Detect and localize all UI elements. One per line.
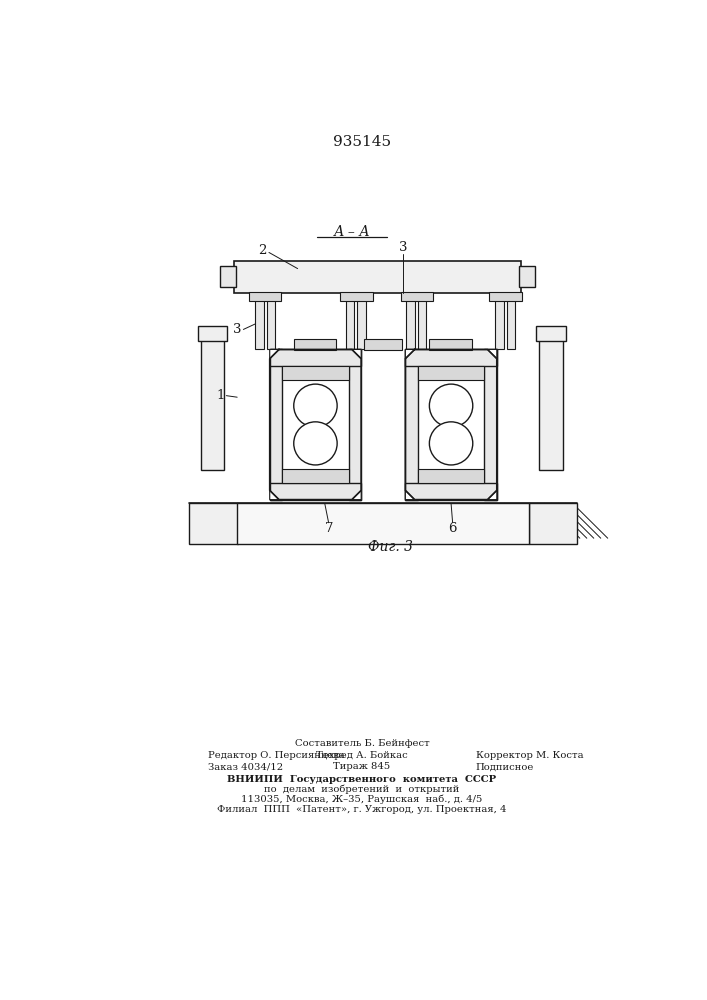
Bar [357, 293, 366, 349]
Polygon shape [488, 349, 497, 359]
Text: 7: 7 [325, 522, 333, 535]
Bar [539, 339, 563, 470]
Bar [255, 293, 264, 349]
Bar [198, 326, 227, 341]
Text: 6: 6 [448, 522, 457, 535]
Bar [529, 503, 578, 544]
Bar [282, 366, 349, 380]
Bar [537, 326, 566, 341]
Bar [405, 349, 418, 500]
Text: Составитель Б. Бейнфест: Составитель Б. Бейнфест [295, 739, 429, 748]
Text: ВНИИПИ  Государственного  комитета  СССР: ВНИИПИ Государственного комитета СССР [228, 775, 496, 784]
Text: 935145: 935145 [333, 135, 391, 149]
Bar [267, 293, 275, 349]
Polygon shape [270, 490, 279, 500]
Bar [507, 293, 515, 349]
Bar [489, 292, 522, 301]
Bar [484, 349, 497, 500]
Bar [418, 469, 484, 483]
Polygon shape [270, 349, 279, 359]
Bar [270, 483, 361, 500]
Bar [405, 483, 497, 500]
Bar [237, 503, 529, 544]
Text: 2: 2 [258, 244, 266, 257]
Bar [282, 469, 349, 483]
Text: Редактор О. Персиянцева: Редактор О. Персиянцева [209, 751, 345, 760]
Bar [346, 293, 354, 349]
Circle shape [293, 422, 337, 465]
Bar [220, 266, 235, 287]
Circle shape [429, 384, 473, 427]
Text: А – А: А – А [334, 225, 370, 239]
Bar [405, 349, 497, 366]
Bar [519, 266, 534, 287]
Bar [270, 349, 361, 366]
Text: 3: 3 [399, 241, 407, 254]
Text: 3: 3 [233, 323, 241, 336]
Bar [406, 293, 414, 349]
Text: Филиал  ППП  «Патент», г. Ужгород, ул. Проектная, 4: Филиал ППП «Патент», г. Ужгород, ул. Про… [217, 805, 507, 814]
Bar [270, 349, 282, 500]
Bar [340, 292, 373, 301]
Text: 113035, Москва, Ж–35, Раушская  наб., д. 4/5: 113035, Москва, Ж–35, Раушская наб., д. … [241, 794, 483, 804]
Bar [418, 293, 426, 349]
Text: Заказ 4034/12: Заказ 4034/12 [209, 762, 284, 771]
Text: Техред А. Бойкас: Техред А. Бойкас [316, 751, 408, 760]
Bar [429, 339, 472, 350]
Polygon shape [405, 349, 414, 359]
Polygon shape [405, 490, 414, 500]
Circle shape [429, 422, 473, 465]
Bar [363, 339, 402, 350]
Bar [495, 293, 504, 349]
Bar [349, 349, 361, 500]
Text: по  делам  изобретений  и  открытий: по делам изобретений и открытий [264, 784, 460, 794]
Bar [293, 339, 337, 350]
Bar [401, 292, 433, 301]
Polygon shape [488, 490, 497, 500]
Bar [234, 261, 521, 293]
Text: Корректор М. Коста: Корректор М. Коста [476, 751, 583, 760]
Polygon shape [352, 349, 361, 359]
Text: Тираж 845: Тираж 845 [333, 762, 390, 771]
Polygon shape [352, 490, 361, 500]
Bar [418, 366, 484, 380]
Bar [189, 503, 238, 544]
Bar [201, 339, 224, 470]
Bar [249, 292, 281, 301]
Text: Фиг. 3: Фиг. 3 [368, 540, 413, 554]
Circle shape [293, 384, 337, 427]
Text: Подписное: Подписное [476, 762, 534, 771]
Text: 1: 1 [216, 389, 224, 402]
